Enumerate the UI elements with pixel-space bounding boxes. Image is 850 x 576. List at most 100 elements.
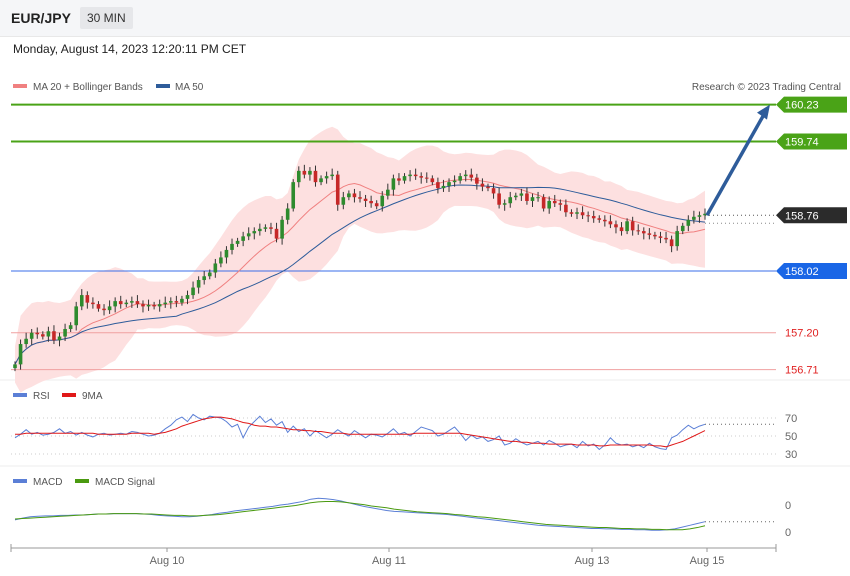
- candle-body: [424, 177, 429, 179]
- candle-body: [514, 195, 518, 198]
- candle-body: [541, 197, 546, 209]
- candle-body: [341, 197, 346, 205]
- candle-body: [252, 231, 257, 234]
- level-tag-160.23: [776, 96, 847, 113]
- candle-body: [63, 328, 67, 337]
- candle-body: [703, 213, 707, 216]
- candle-body: [180, 298, 184, 303]
- candle-body: [74, 306, 79, 326]
- legend-swatch-ma50: [156, 84, 170, 88]
- candle-body: [497, 193, 501, 205]
- legend-swatch-rsi-ma: [62, 393, 76, 397]
- candle-body: [580, 212, 585, 216]
- candle-body: [380, 195, 385, 207]
- candle-body: [296, 170, 301, 183]
- candle-body: [224, 249, 229, 258]
- candle-body: [436, 182, 440, 189]
- candle-body: [697, 215, 702, 217]
- candle-body: [174, 301, 179, 303]
- candle-body: [525, 193, 529, 201]
- candle-body: [552, 200, 557, 204]
- candle-body: [96, 304, 101, 309]
- candle-body: [291, 182, 296, 209]
- candle-body: [85, 295, 90, 303]
- candle-body: [263, 227, 268, 229]
- candle-body: [235, 240, 240, 244]
- candle-body: [680, 225, 685, 232]
- rsi-level-label: 70: [785, 413, 797, 425]
- candle-body: [107, 306, 112, 311]
- candle-body: [547, 200, 551, 209]
- credit-label: Research © 2023 Trading Central: [692, 82, 841, 93]
- macd-signal-line: [14, 500, 706, 531]
- candle-body: [502, 203, 507, 205]
- macd-zero-label: 0: [785, 500, 791, 512]
- candle-body: [46, 331, 51, 337]
- candle-body: [319, 178, 323, 183]
- macd-line: [14, 497, 706, 531]
- projection-arrow-line: [705, 111, 767, 217]
- legend-swatch-rsi: [13, 393, 27, 397]
- candle-body: [636, 230, 641, 232]
- level-label-156.71: 156.71: [785, 365, 819, 377]
- candle-body: [463, 174, 468, 177]
- candle-body: [664, 237, 668, 240]
- candle-body: [285, 208, 290, 220]
- candle-body: [591, 216, 596, 219]
- x-tick-label: Aug 15: [690, 555, 725, 567]
- candle-body: [141, 304, 145, 307]
- candle-body: [68, 325, 73, 329]
- chart-header: EUR/JPY 30 MIN: [0, 0, 850, 37]
- candle-body: [135, 301, 140, 305]
- candle-body: [196, 280, 201, 288]
- candle-body: [374, 203, 379, 207]
- candle-body: [575, 212, 579, 214]
- candle-body: [219, 257, 223, 264]
- legend-label-rsi-ma: 9MA: [82, 391, 103, 402]
- candle-body: [13, 364, 17, 369]
- current-price-label: 158.76: [785, 210, 819, 222]
- rsi-line: [14, 413, 706, 451]
- candle-body: [419, 176, 424, 178]
- candle-body: [308, 170, 312, 175]
- candle-body: [452, 180, 457, 183]
- candle-body: [669, 239, 674, 247]
- candle-body: [352, 193, 357, 198]
- candle-body: [619, 227, 624, 232]
- legend-label-macd-signal: MACD Signal: [95, 477, 155, 488]
- legend-label-ma20: MA 20 + Bollinger Bands: [33, 82, 143, 93]
- candle-body: [274, 228, 279, 239]
- level-label-157.20: 157.20: [785, 328, 819, 340]
- candle-body: [564, 204, 568, 213]
- candle-body: [647, 233, 652, 235]
- projection-arrow-head: [757, 104, 770, 120]
- candle-body: [397, 178, 401, 181]
- candle-body: [41, 334, 45, 337]
- candle-body: [486, 186, 490, 189]
- candle-body: [569, 212, 574, 214]
- candle-body: [536, 197, 540, 199]
- candle-body: [658, 236, 663, 238]
- candle-body: [408, 174, 412, 177]
- candle-body: [230, 243, 234, 250]
- candle-body: [519, 193, 524, 196]
- ma50-line: [14, 184, 706, 365]
- candle-body: [675, 231, 679, 247]
- timeframe-button[interactable]: 30 MIN: [80, 7, 133, 29]
- candle-body: [625, 221, 629, 232]
- candle-body: [480, 183, 485, 187]
- legend-swatch-macd-signal: [75, 479, 89, 483]
- candle-body: [441, 185, 446, 189]
- candle-body: [102, 308, 106, 311]
- candle-body: [169, 301, 173, 303]
- candle-body: [191, 287, 195, 296]
- candle-body: [641, 231, 646, 234]
- candle-body: [630, 221, 635, 231]
- candle-body: [163, 302, 168, 305]
- x-tick-label: Aug 11: [372, 555, 406, 567]
- level-label-158.02: 158.02: [785, 266, 819, 278]
- candle-body: [313, 170, 318, 183]
- candle-body: [79, 295, 84, 307]
- symbol-label: EUR/JPY: [11, 10, 71, 26]
- level-tag-158.02: [776, 263, 847, 279]
